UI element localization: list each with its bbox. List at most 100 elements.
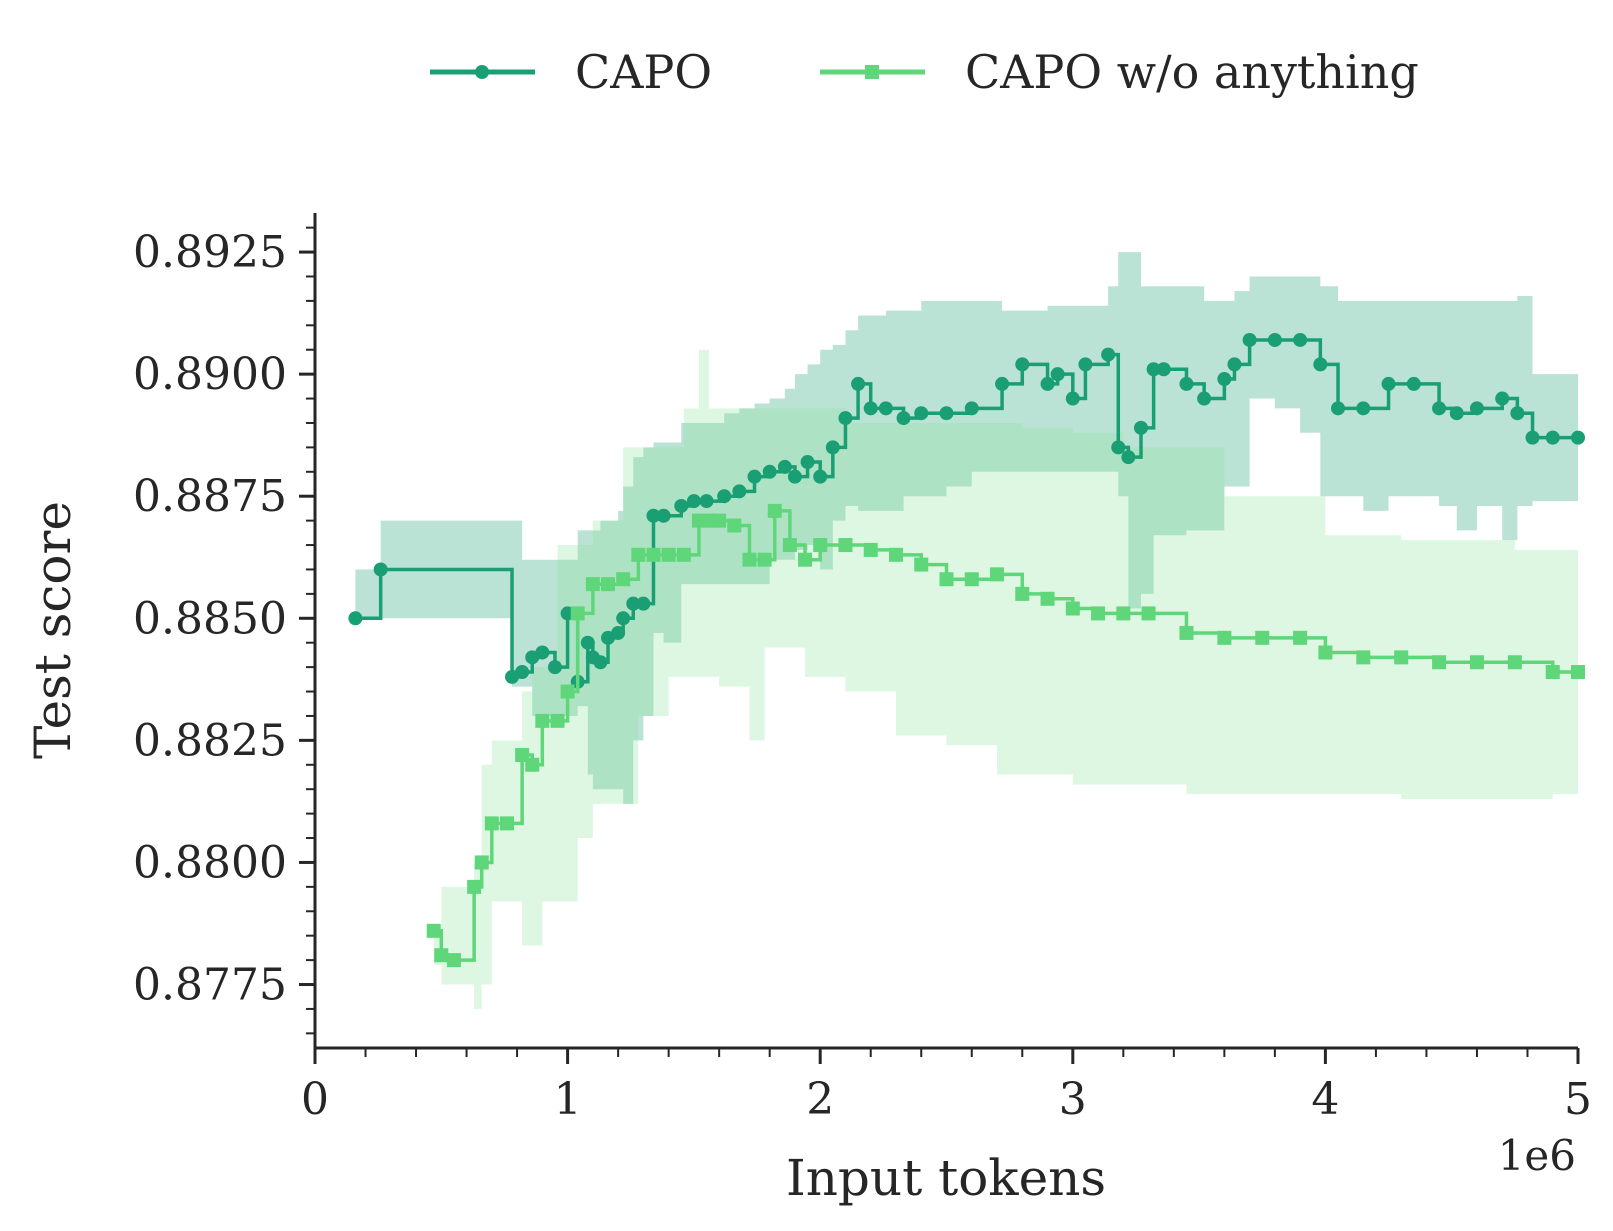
legend-item-capo: CAPO: [430, 45, 712, 99]
legend-marker-capo-wo-anything: [865, 65, 879, 79]
point-capo: [1293, 332, 1308, 347]
legend: CAPO CAPO w/o anything: [430, 45, 1419, 99]
y-ticks: 0.8775 0.8800 0.8825 0.8850 0.8875 0.8900 0.89…: [133, 226, 315, 1035]
point-capo-w-o-anything: [1141, 606, 1156, 621]
point-capo: [686, 494, 701, 509]
point-capo: [813, 469, 828, 484]
point-capo: [656, 508, 671, 523]
y-tick-label: 0.8775: [133, 960, 287, 1011]
point-capo: [611, 625, 626, 640]
point-capo-w-o-anything: [990, 567, 1005, 582]
legend-label-capo-wo-anything: CAPO w/o anything: [965, 45, 1419, 99]
point-capo: [515, 665, 530, 680]
point-capo-w-o-anything: [782, 538, 797, 553]
point-capo: [1432, 401, 1447, 416]
point-capo: [914, 406, 929, 421]
point-capo: [593, 655, 608, 670]
y-axis-title: Test score: [24, 501, 82, 759]
x-tick-label: 1: [554, 1074, 582, 1125]
point-capo-w-o-anything: [838, 538, 853, 553]
band-capo: [355, 252, 1578, 804]
point-capo-w-o-anything: [676, 547, 691, 562]
point-capo: [1078, 357, 1093, 372]
point-capo: [348, 611, 363, 626]
point-capo-w-o-anything: [1469, 655, 1484, 670]
x-axis-title: Input tokens: [786, 1149, 1106, 1207]
point-capo-w-o-anything: [446, 953, 461, 968]
point-capo: [1040, 376, 1055, 391]
point-capo-w-o-anything: [560, 684, 575, 699]
point-capo: [1156, 362, 1171, 377]
point-capo-w-o-anything: [646, 547, 661, 562]
point-capo: [787, 469, 802, 484]
x-ticks: 0 1 2 3 4 5: [301, 1048, 1592, 1125]
point-capo-w-o-anything: [616, 572, 631, 587]
point-capo-w-o-anything: [1065, 601, 1080, 616]
point-capo-w-o-anything: [1432, 655, 1447, 670]
series-capo: [348, 332, 1585, 689]
point-capo: [747, 469, 762, 484]
y-tick-label: 0.8875: [133, 471, 287, 522]
point-capo-w-o-anything: [863, 542, 878, 557]
point-capo: [732, 484, 747, 499]
point-capo: [825, 440, 840, 455]
point-capo-w-o-anything: [601, 577, 616, 592]
point-capo: [964, 401, 979, 416]
point-capo: [1495, 391, 1510, 406]
point-capo: [1356, 401, 1371, 416]
point-capo-w-o-anything: [888, 547, 903, 562]
point-capo: [1571, 430, 1585, 445]
point-capo-w-o-anything: [767, 503, 782, 518]
point-capo-w-o-anything: [499, 816, 514, 831]
point-capo-w-o-anything: [914, 557, 929, 572]
point-capo-w-o-anything: [631, 547, 646, 562]
legend-marker-capo: [475, 65, 489, 79]
point-capo-w-o-anything: [727, 518, 742, 533]
point-capo: [1197, 391, 1212, 406]
point-capo: [1469, 401, 1484, 416]
point-capo: [1146, 362, 1161, 377]
point-capo: [1134, 420, 1149, 435]
point-capo: [1050, 367, 1065, 382]
point-capo: [1331, 401, 1346, 416]
point-capo-w-o-anything: [1255, 630, 1270, 645]
point-capo: [1406, 376, 1421, 391]
point-capo: [1267, 332, 1282, 347]
x-tick-label: 3: [1059, 1074, 1087, 1125]
point-capo-w-o-anything: [712, 513, 727, 528]
point-capo: [646, 508, 661, 523]
point-capo: [547, 660, 562, 675]
point-capo: [1545, 430, 1560, 445]
point-capo-w-o-anything: [1507, 655, 1522, 670]
point-capo: [838, 411, 853, 426]
legend-label-capo: CAPO: [575, 45, 712, 99]
y-tick-label: 0.8900: [133, 349, 287, 400]
y-tick-label: 0.8825: [133, 715, 287, 766]
x-tick-label: 2: [806, 1074, 834, 1125]
point-capo-w-o-anything: [426, 923, 441, 938]
point-capo: [1065, 391, 1080, 406]
point-capo: [995, 376, 1010, 391]
point-capo: [1510, 406, 1525, 421]
point-capo: [626, 596, 641, 611]
point-capo: [878, 401, 893, 416]
point-capo-w-o-anything: [742, 552, 757, 567]
plot-area: [348, 252, 1585, 1009]
point-capo-w-o-anything: [484, 816, 499, 831]
point-capo: [1381, 376, 1396, 391]
point-capo-w-o-anything: [661, 547, 676, 562]
point-capo: [896, 411, 911, 426]
point-capo: [863, 401, 878, 416]
point-capo-w-o-anything: [1091, 606, 1106, 621]
point-capo: [1179, 376, 1194, 391]
point-capo-w-o-anything: [1545, 665, 1560, 680]
point-capo-w-o-anything: [570, 606, 585, 621]
y-tick-label: 0.8800: [133, 837, 287, 888]
point-capo-w-o-anything: [1015, 586, 1030, 601]
point-capo: [777, 459, 792, 474]
point-capo: [1313, 357, 1328, 372]
point-capo: [762, 464, 777, 479]
point-capo: [1525, 430, 1540, 445]
point-capo: [1101, 347, 1116, 362]
